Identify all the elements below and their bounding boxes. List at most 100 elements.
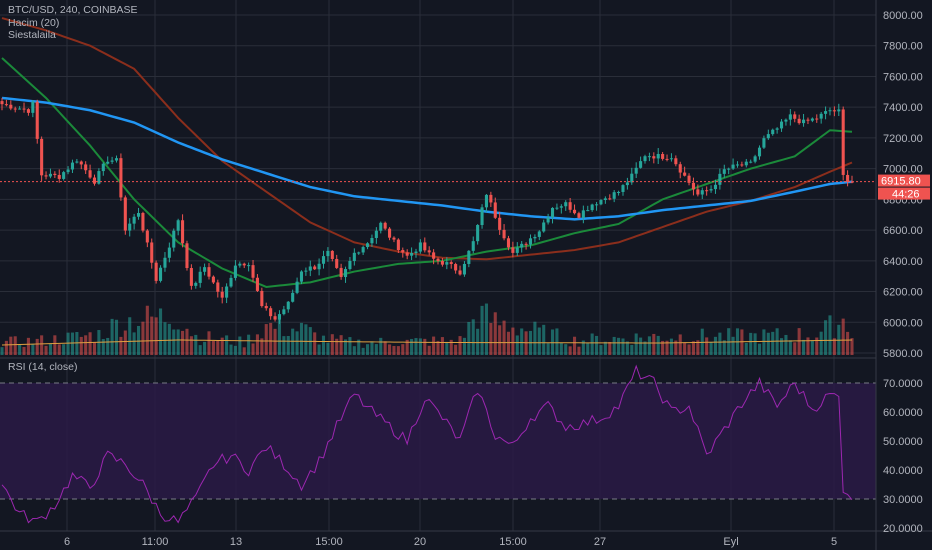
candle: [242, 262, 246, 269]
legend-siestalaila[interactable]: Siestalaila: [8, 29, 56, 41]
candle: [159, 265, 163, 283]
volume-bar: [203, 341, 207, 355]
volume-bar: [366, 344, 370, 355]
candle: [48, 168, 52, 179]
volume-bar: [841, 318, 845, 355]
volume-bar: [233, 345, 237, 355]
volume-bar: [784, 334, 788, 355]
volume-bar: [335, 338, 339, 355]
candle: [542, 219, 546, 233]
volume-bar: [630, 344, 634, 355]
volume-bar: [661, 340, 665, 355]
candle: [779, 119, 784, 132]
candle: [837, 103, 841, 117]
price-axis[interactable]: 8000.00 7800.00 7600.00 7400.00 7200.00 7000.…: [883, 10, 923, 360]
volume-bar: [445, 341, 449, 355]
volume-bar: [392, 345, 396, 355]
candle: [339, 263, 343, 280]
candle: [674, 155, 678, 167]
volume-bar: [53, 335, 57, 355]
volume-bar: [229, 344, 233, 355]
candle: [436, 257, 440, 265]
volume-bar: [101, 339, 105, 355]
volume-bar: [9, 336, 13, 355]
volume-bar: [0, 347, 4, 355]
rsi-tick-label: 50.0000: [883, 436, 923, 448]
candle: [498, 211, 502, 235]
volume-bar: [198, 345, 202, 355]
candle: [749, 159, 753, 164]
volume-bar: [731, 336, 735, 355]
legend-symbol[interactable]: BTC/USD, 240, COINBASE: [8, 4, 138, 16]
rsi-tick-label: 60.0000: [883, 407, 923, 419]
candle: [665, 154, 669, 162]
volume-bar: [696, 340, 700, 355]
volume-bar: [550, 329, 555, 355]
candle: [661, 152, 665, 161]
candle: [44, 171, 48, 180]
candle: [722, 164, 726, 178]
candle: [639, 156, 643, 169]
candle: [735, 161, 740, 168]
volume-bar: [480, 305, 484, 355]
volume-bar: [806, 337, 810, 355]
candle: [154, 260, 158, 284]
volume-bar: [299, 322, 304, 355]
candle: [700, 187, 704, 200]
candle: [189, 264, 193, 290]
volume-bar: [145, 305, 149, 355]
volume-bar: [92, 342, 97, 355]
volume-bar: [590, 333, 594, 355]
volume-bar: [18, 344, 22, 355]
volume-bar: [423, 338, 427, 355]
last-price-label: 6915.80: [881, 176, 921, 188]
volume-bar: [128, 317, 132, 355]
volume-bar: [502, 320, 506, 355]
candle: [806, 117, 810, 125]
volume-bar: [343, 339, 348, 355]
candle: [396, 238, 400, 254]
volume-bar: [379, 337, 383, 355]
volume-bar: [700, 328, 704, 355]
rsi-tick-label: 20.0000: [883, 523, 923, 535]
candle: [440, 257, 444, 267]
volume-bar: [255, 334, 259, 355]
candle: [775, 127, 779, 134]
volume-bar: [436, 340, 440, 355]
time-tick-label: 27: [594, 536, 606, 548]
volume-bar: [520, 328, 524, 355]
candle: [621, 184, 625, 196]
candle: [819, 112, 823, 124]
rsi-axis[interactable]: 70.0000 60.0000 50.0000 40.0000 30.0000 20.00…: [883, 378, 923, 535]
volume-bar: [713, 336, 718, 355]
candle: [595, 201, 599, 211]
legend-volume[interactable]: Hacim (20): [8, 17, 60, 29]
volume-bar: [317, 344, 321, 355]
candle: [366, 242, 370, 250]
candle: [229, 274, 233, 288]
price-tick-label: 7800.00: [883, 41, 923, 53]
volume-bar: [586, 342, 590, 355]
candle: [26, 108, 30, 116]
volume-bar: [793, 342, 797, 355]
candle: [203, 263, 207, 276]
candle: [550, 207, 555, 224]
volume-bar: [159, 308, 163, 355]
volume-bar: [150, 316, 154, 355]
volume-bar: [546, 343, 550, 355]
candle: [696, 184, 700, 197]
volume-bar: [762, 329, 766, 355]
price-tick-label: 7600.00: [883, 71, 923, 83]
volume-bar: [44, 345, 48, 355]
candle: [150, 238, 154, 269]
candle: [379, 221, 383, 234]
candle: [753, 154, 757, 164]
candle: [198, 266, 202, 288]
volume-bar: [163, 322, 167, 355]
candle: [18, 106, 22, 110]
legend-rsi[interactable]: RSI (14, close): [8, 361, 78, 373]
time-axis[interactable]: 6 11:00 13 15:00 20 15:00 27 Eyl 5: [64, 536, 837, 548]
candle: [705, 186, 709, 196]
candle: [84, 161, 88, 174]
